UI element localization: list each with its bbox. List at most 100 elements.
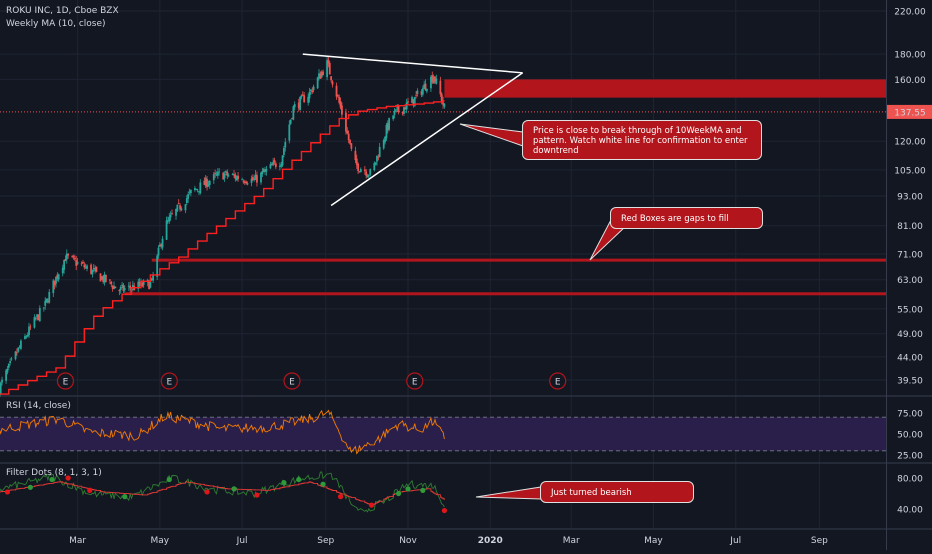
candle-body-138 xyxy=(260,173,262,183)
candle-body-121 xyxy=(226,172,228,176)
candle-body-16 xyxy=(28,327,30,336)
filter-dot-bullish-6 xyxy=(167,477,172,482)
candle-body-42 xyxy=(77,262,79,264)
candle-body-200 xyxy=(376,156,378,162)
filter-dot-bullish-16 xyxy=(405,486,410,491)
filter-dot-bullish-1 xyxy=(28,485,33,490)
candle-body-154 xyxy=(290,120,292,124)
candle-body-186 xyxy=(349,140,351,144)
rsi-label-2: 25.00 xyxy=(897,452,923,462)
time-label-8: Jul xyxy=(729,536,741,546)
candle-body-122 xyxy=(228,175,230,176)
candle-body-69 xyxy=(129,286,131,289)
candle-body-34 xyxy=(63,260,65,270)
candle-body-99 xyxy=(186,198,188,203)
candle-body-187 xyxy=(350,143,352,148)
candle-body-194 xyxy=(365,171,367,175)
candle-body-59 xyxy=(110,282,112,285)
price-label-11: 49.00 xyxy=(897,330,923,340)
candle-body-179 xyxy=(337,95,339,97)
time-label-5: 2020 xyxy=(478,536,503,546)
candle-body-216 xyxy=(406,102,408,109)
filter-dots-legend: Filter Dots (8, 1, 3, 1) xyxy=(6,468,102,478)
candle-body-221 xyxy=(415,95,417,96)
candle-body-97 xyxy=(181,208,183,210)
candle-body-47 xyxy=(86,266,88,269)
candle-body-64 xyxy=(120,287,122,290)
candle-body-145 xyxy=(272,162,274,165)
candle-body-183 xyxy=(345,113,347,132)
annotation-note-gaps[interactable]: Red Boxes are gaps to fill xyxy=(610,207,763,229)
candle-body-98 xyxy=(185,204,187,210)
candle-body-190 xyxy=(357,164,359,171)
candle-body-167 xyxy=(313,87,315,91)
annotation-note-pattern[interactable]: Price is close to break through of 10Wee… xyxy=(522,120,762,160)
candle-body-17 xyxy=(29,326,31,327)
price-label-12: 44.00 xyxy=(897,353,923,363)
candle-body-117 xyxy=(218,171,220,172)
candle-body-107 xyxy=(199,182,201,193)
candle-body-147 xyxy=(275,163,277,167)
price-label-7: 81.00 xyxy=(897,222,923,232)
candle-body-52 xyxy=(96,267,98,272)
candle-body-39 xyxy=(73,256,75,257)
candle-body-32 xyxy=(58,274,60,279)
candle-body-212 xyxy=(398,106,400,112)
time-label-9: Sep xyxy=(811,536,828,546)
candle-body-202 xyxy=(379,147,381,157)
earnings-marker-label-0: E xyxy=(63,378,69,388)
price-label-2: 160.00 xyxy=(894,76,926,86)
candle-body-184 xyxy=(346,131,348,134)
candle-body-217 xyxy=(407,101,409,102)
filter-dot-bearish-7 xyxy=(204,489,209,494)
candle-body-102 xyxy=(190,190,192,193)
price-label-5: 105.00 xyxy=(894,166,926,176)
candle-body-201 xyxy=(377,157,379,158)
candle-body-227 xyxy=(426,89,428,92)
ma-legend: Weekly MA (10, close) xyxy=(6,19,106,29)
candle-body-40 xyxy=(74,258,76,260)
candle-body-15 xyxy=(27,335,29,336)
candle-body-6 xyxy=(9,361,11,363)
candle-body-185 xyxy=(348,134,350,140)
candle-body-192 xyxy=(360,169,362,172)
candle-body-37 xyxy=(67,254,69,256)
candle-body-94 xyxy=(176,205,178,211)
candle-body-166 xyxy=(311,90,313,92)
earnings-marker-label-2: E xyxy=(289,378,295,388)
filter-dot-bearish-18 xyxy=(442,508,447,513)
earnings-marker-label-3: E xyxy=(412,378,418,388)
price-label-6: 93.00 xyxy=(897,193,923,203)
annotation-note-bearish[interactable]: Just turned bearish xyxy=(540,481,694,503)
candle-body-146 xyxy=(274,160,276,162)
candle-body-178 xyxy=(336,86,338,97)
candle-body-116 xyxy=(217,172,219,176)
filter-dot-bullish-11 xyxy=(296,477,301,482)
candle-body-27 xyxy=(48,292,50,303)
candle-body-131 xyxy=(245,182,247,184)
time-label-1: May xyxy=(151,536,170,546)
candle-body-7 xyxy=(11,359,13,360)
candle-body-208 xyxy=(392,116,394,120)
price-label-3: 137.55 xyxy=(894,108,926,118)
candle-body-22 xyxy=(39,308,41,321)
candle-body-84 xyxy=(158,248,160,256)
candle-body-207 xyxy=(388,118,390,129)
candle-body-5 xyxy=(8,364,10,368)
candle-body-100 xyxy=(187,194,189,199)
candle-body-92 xyxy=(171,213,173,214)
earnings-marker-label-4: E xyxy=(555,378,561,388)
filter-dot-bearish-4 xyxy=(87,488,92,493)
candle-body-10 xyxy=(17,348,19,352)
candle-body-236 xyxy=(444,104,446,106)
candle-body-182 xyxy=(341,106,343,115)
candle-body-199 xyxy=(375,162,377,164)
candle-body-224 xyxy=(422,88,424,94)
candle-body-58 xyxy=(109,280,111,281)
candle-body-210 xyxy=(395,109,397,110)
time-label-0: Mar xyxy=(69,536,86,546)
filter-dot-bearish-0 xyxy=(5,489,10,494)
